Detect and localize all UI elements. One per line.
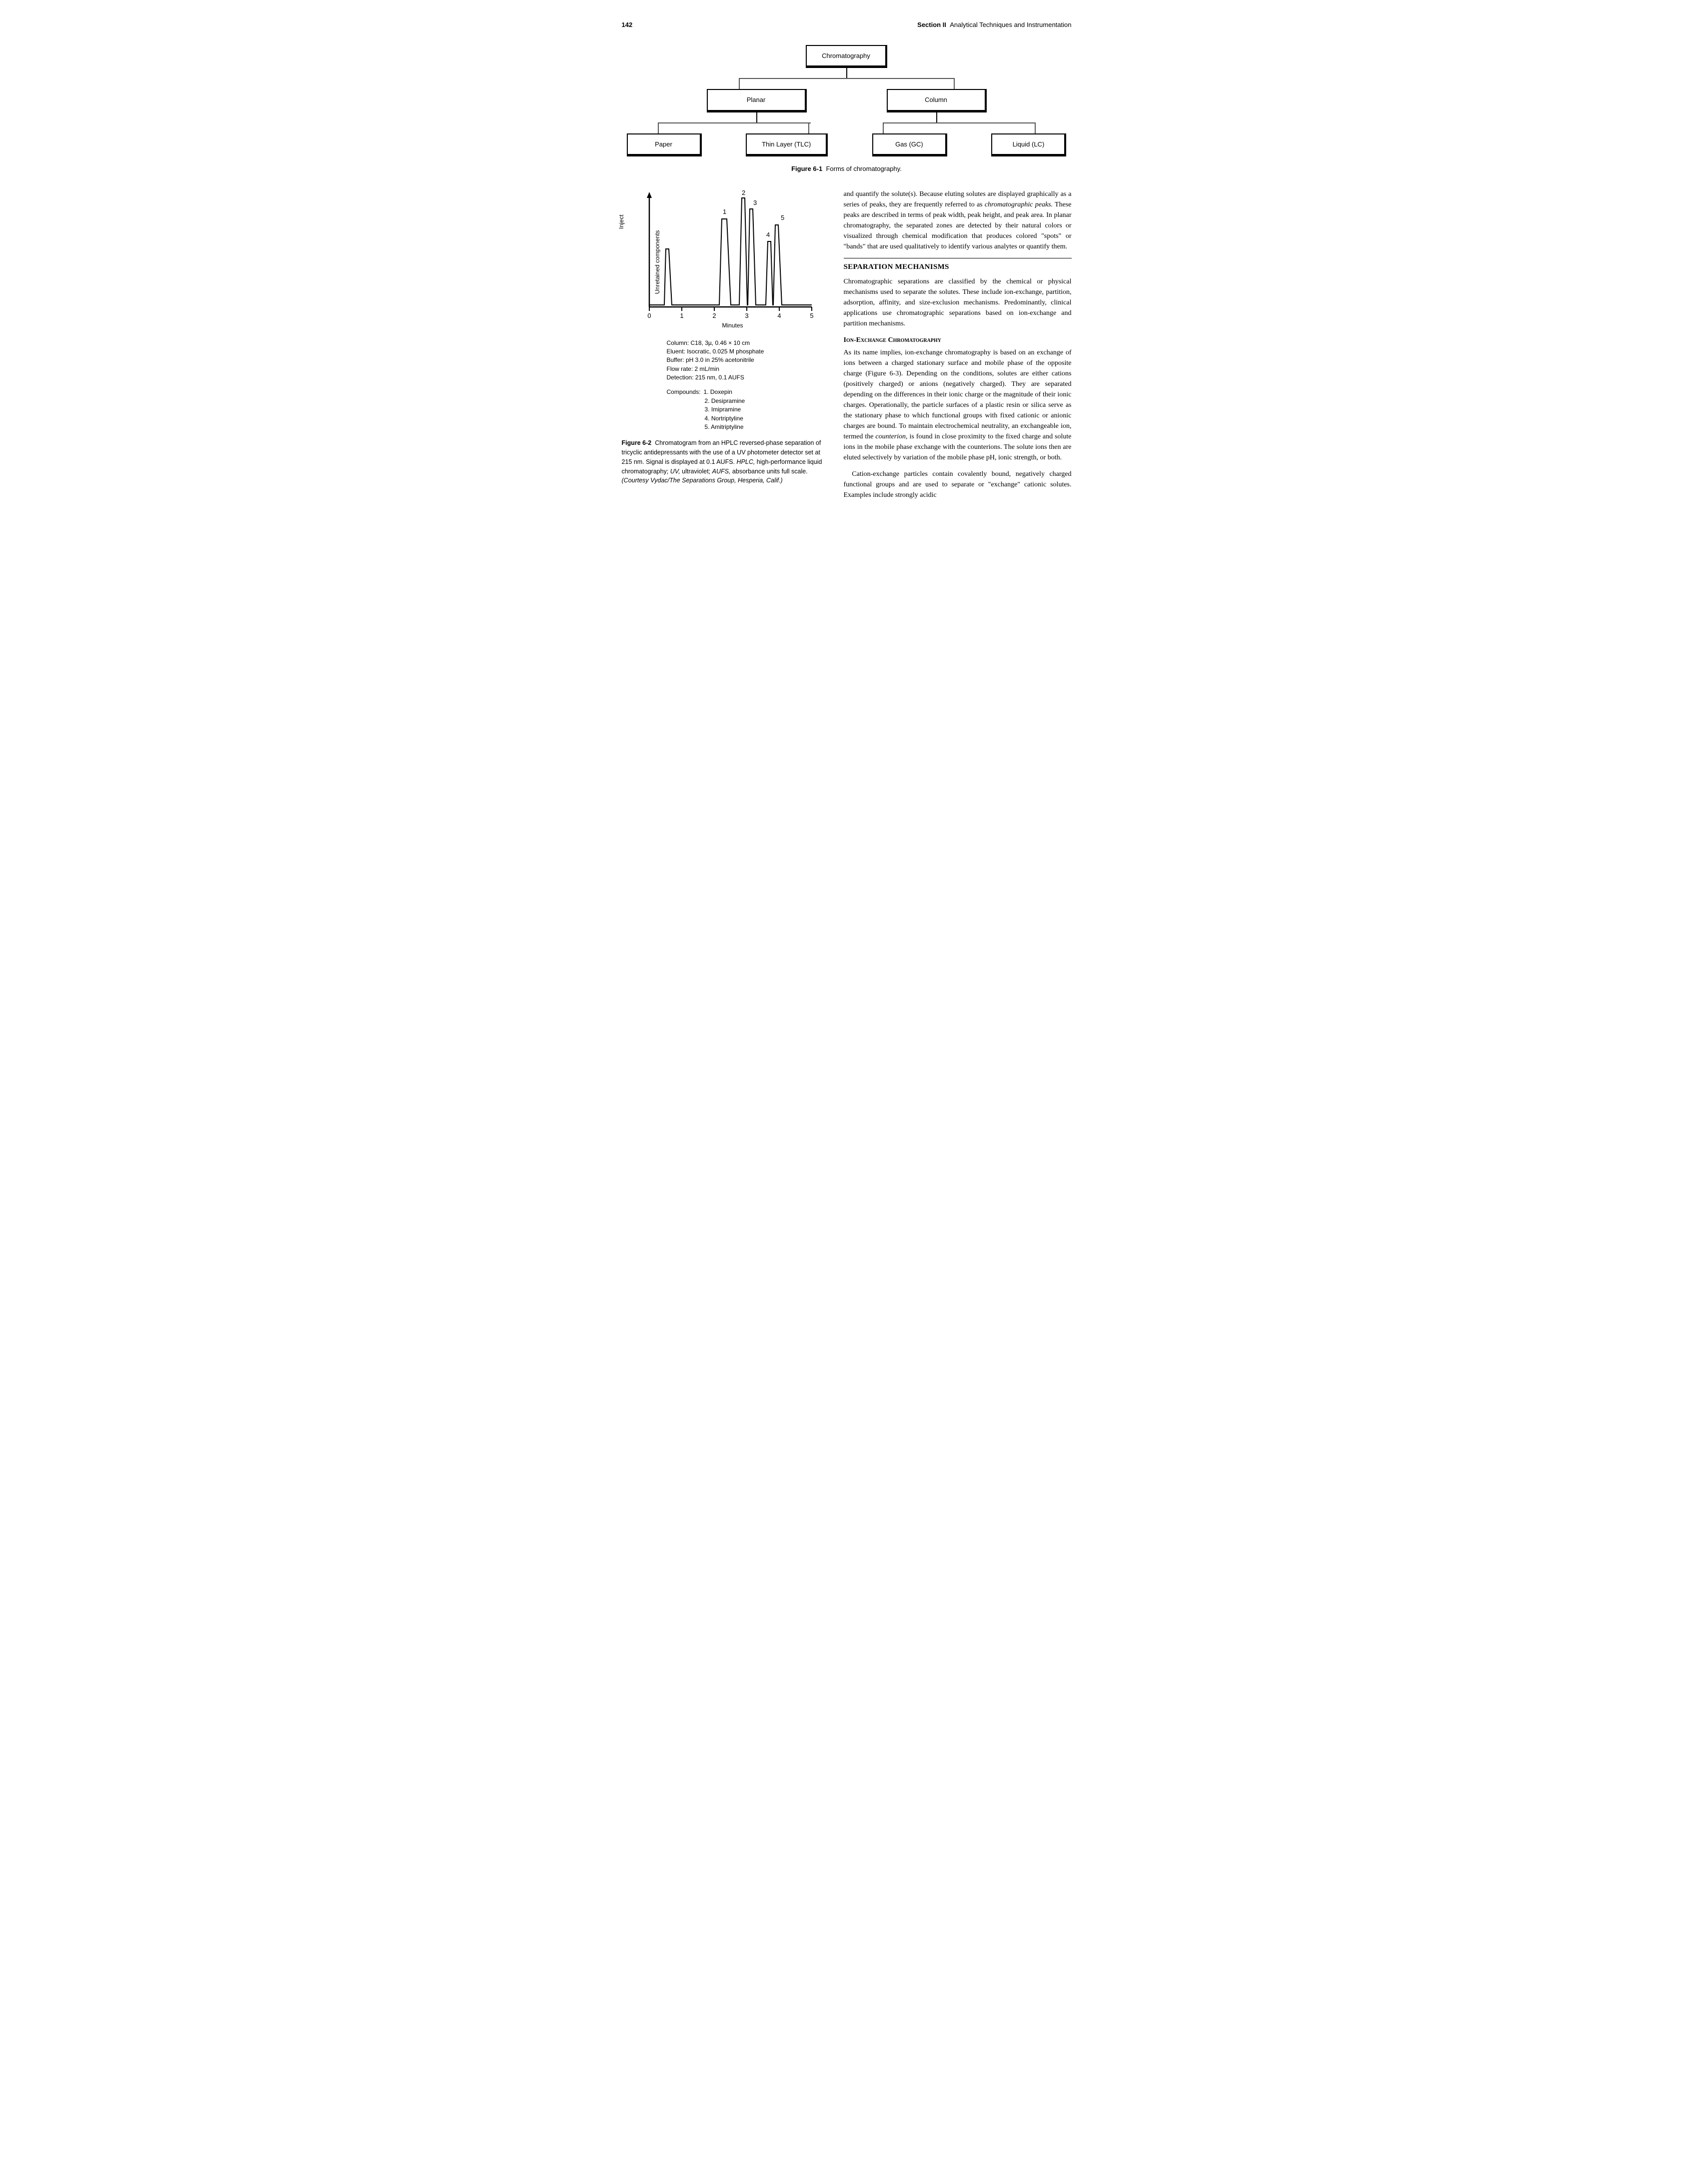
flow-node-paper: Paper xyxy=(627,133,702,157)
param-eluent: Eluent: Isocratic, 0.025 M phosphate xyxy=(667,347,829,356)
chromatogram-params: Column: C18, 3µ, 0.46 × 10 cm Eluent: Is… xyxy=(667,339,829,382)
flow-node-column: Column xyxy=(887,89,987,112)
page: 142 Section II Analytical Techniques and… xyxy=(622,20,1072,506)
figure-6-1-flowchart: Chromatography Planar Column Paper Thin … xyxy=(622,45,1072,174)
svg-text:1: 1 xyxy=(723,208,726,215)
compound-3: 3. Imipramine xyxy=(705,405,829,414)
chromatogram-compounds: Compounds: 1. Doxepin 2. Desipramine 3. … xyxy=(667,388,829,431)
heading-ion-exchange: Ion-Exchange Chromatography xyxy=(844,335,1072,345)
section-header: Section II Analytical Techniques and Ins… xyxy=(917,20,1071,30)
abbrev-aufs: AUFS, xyxy=(712,468,732,475)
svg-text:2: 2 xyxy=(712,312,716,319)
two-column-layout: Inject Unretained components xyxy=(622,189,1072,507)
x-axis-label: Minutes xyxy=(637,321,829,330)
left-column: Inject Unretained components xyxy=(622,189,829,507)
figure-6-2-caption: Figure 6-2 Chromatogram from an HPLC rev… xyxy=(622,438,829,485)
unretained-label: Unretained components xyxy=(653,230,662,293)
figure-6-1-caption: Figure 6-1 Forms of chromatography. xyxy=(622,164,1072,174)
figure-6-1-caption-text: Forms of chromatography. xyxy=(826,165,901,172)
compound-2: 2. Desipramine xyxy=(705,397,829,405)
svg-text:3: 3 xyxy=(753,199,757,206)
param-flow: Flow rate: 2 mL/min xyxy=(667,365,829,373)
flow-connector xyxy=(756,112,757,122)
p3-part-a: As its name implies, ion-exchange chroma… xyxy=(844,349,1072,440)
figure-6-2-chromatogram: Inject Unretained components xyxy=(622,189,829,330)
inject-axis-label: Inject xyxy=(617,214,626,229)
param-column: Column: C18, 3µ, 0.46 × 10 cm xyxy=(667,339,829,347)
flow-connector xyxy=(936,112,937,122)
svg-text:2: 2 xyxy=(742,189,745,196)
body-paragraph-4: Cation-exchange particles contain covale… xyxy=(844,469,1072,500)
flow-connector xyxy=(846,68,847,78)
abbrev-aufs-exp: absorbance units full scale. xyxy=(732,468,808,475)
section-title: Analytical Techniques and Instrumentatio… xyxy=(950,21,1071,28)
page-number: 142 xyxy=(622,20,633,30)
abbrev-uv-exp: ultraviolet; xyxy=(682,468,712,475)
compounds-header: Compounds: xyxy=(667,388,701,396)
param-detection: Detection: 215 nm, 0.1 AUFS xyxy=(667,373,829,382)
svg-text:5: 5 xyxy=(781,214,784,221)
flow-node-tlc: Thin Layer (TLC) xyxy=(746,133,828,157)
flow-node-root: Chromatography xyxy=(806,45,887,68)
svg-text:4: 4 xyxy=(777,312,781,319)
right-column: and quantify the solute(s). Because elut… xyxy=(844,189,1072,507)
abbrev-uv: UV, xyxy=(670,468,682,475)
svg-text:3: 3 xyxy=(745,312,748,319)
compound-4: 4. Nortriptyline xyxy=(705,414,829,423)
term-chromatographic-peaks: chromatographic peaks. xyxy=(985,201,1053,208)
flow-node-planar: Planar xyxy=(707,89,807,112)
svg-text:1: 1 xyxy=(680,312,683,319)
figure-6-1-label: Figure 6-1 xyxy=(791,165,822,172)
body-paragraph-2: Chromatographic separations are classifi… xyxy=(844,276,1072,329)
flow-node-gc: Gas (GC) xyxy=(872,133,947,157)
svg-text:5: 5 xyxy=(810,312,813,319)
figure-6-2-label: Figure 6-2 xyxy=(622,439,652,446)
compound-1: 1. Doxepin xyxy=(704,388,732,396)
svg-text:0: 0 xyxy=(647,312,651,319)
section-label: Section II xyxy=(917,21,946,28)
flow-node-lc: Liquid (LC) xyxy=(991,133,1066,157)
body-paragraph-1: and quantify the solute(s). Because elut… xyxy=(844,189,1072,252)
abbrev-hplc: HPLC, xyxy=(737,458,757,465)
param-buffer: Buffer: pH 3.0 in 25% acetonitrile xyxy=(667,356,829,364)
chromatogram-svg: 0 1 2 3 4 5 1 2 3 4 5 xyxy=(637,189,817,319)
term-counterion: counterion, xyxy=(875,433,907,440)
body-paragraph-3: As its name implies, ion-exchange chroma… xyxy=(844,347,1072,463)
flow-split-1 xyxy=(622,78,1072,89)
running-header: 142 Section II Analytical Techniques and… xyxy=(622,20,1072,30)
figure-6-2-courtesy: (Courtesy Vydac/The Separations Group, H… xyxy=(622,477,783,484)
compound-5: 5. Amitriptyline xyxy=(705,423,829,431)
svg-text:4: 4 xyxy=(766,231,770,238)
heading-separation-mechanisms: SEPARATION MECHANISMS xyxy=(844,261,1072,273)
